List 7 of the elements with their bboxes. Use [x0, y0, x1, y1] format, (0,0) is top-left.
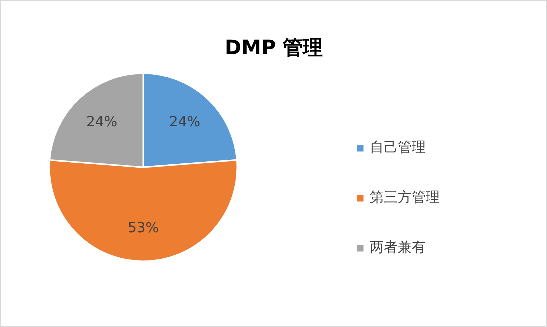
chart-title: DMP 管理: [224, 36, 324, 60]
data-label: 24%: [169, 114, 201, 131]
data-label: 24%: [86, 114, 118, 131]
legend-label: 两者兼有: [370, 239, 426, 257]
legend-label: 第三方管理: [370, 189, 440, 207]
data-label: 53%: [128, 220, 160, 237]
legend-label: 自己管理: [370, 139, 426, 157]
